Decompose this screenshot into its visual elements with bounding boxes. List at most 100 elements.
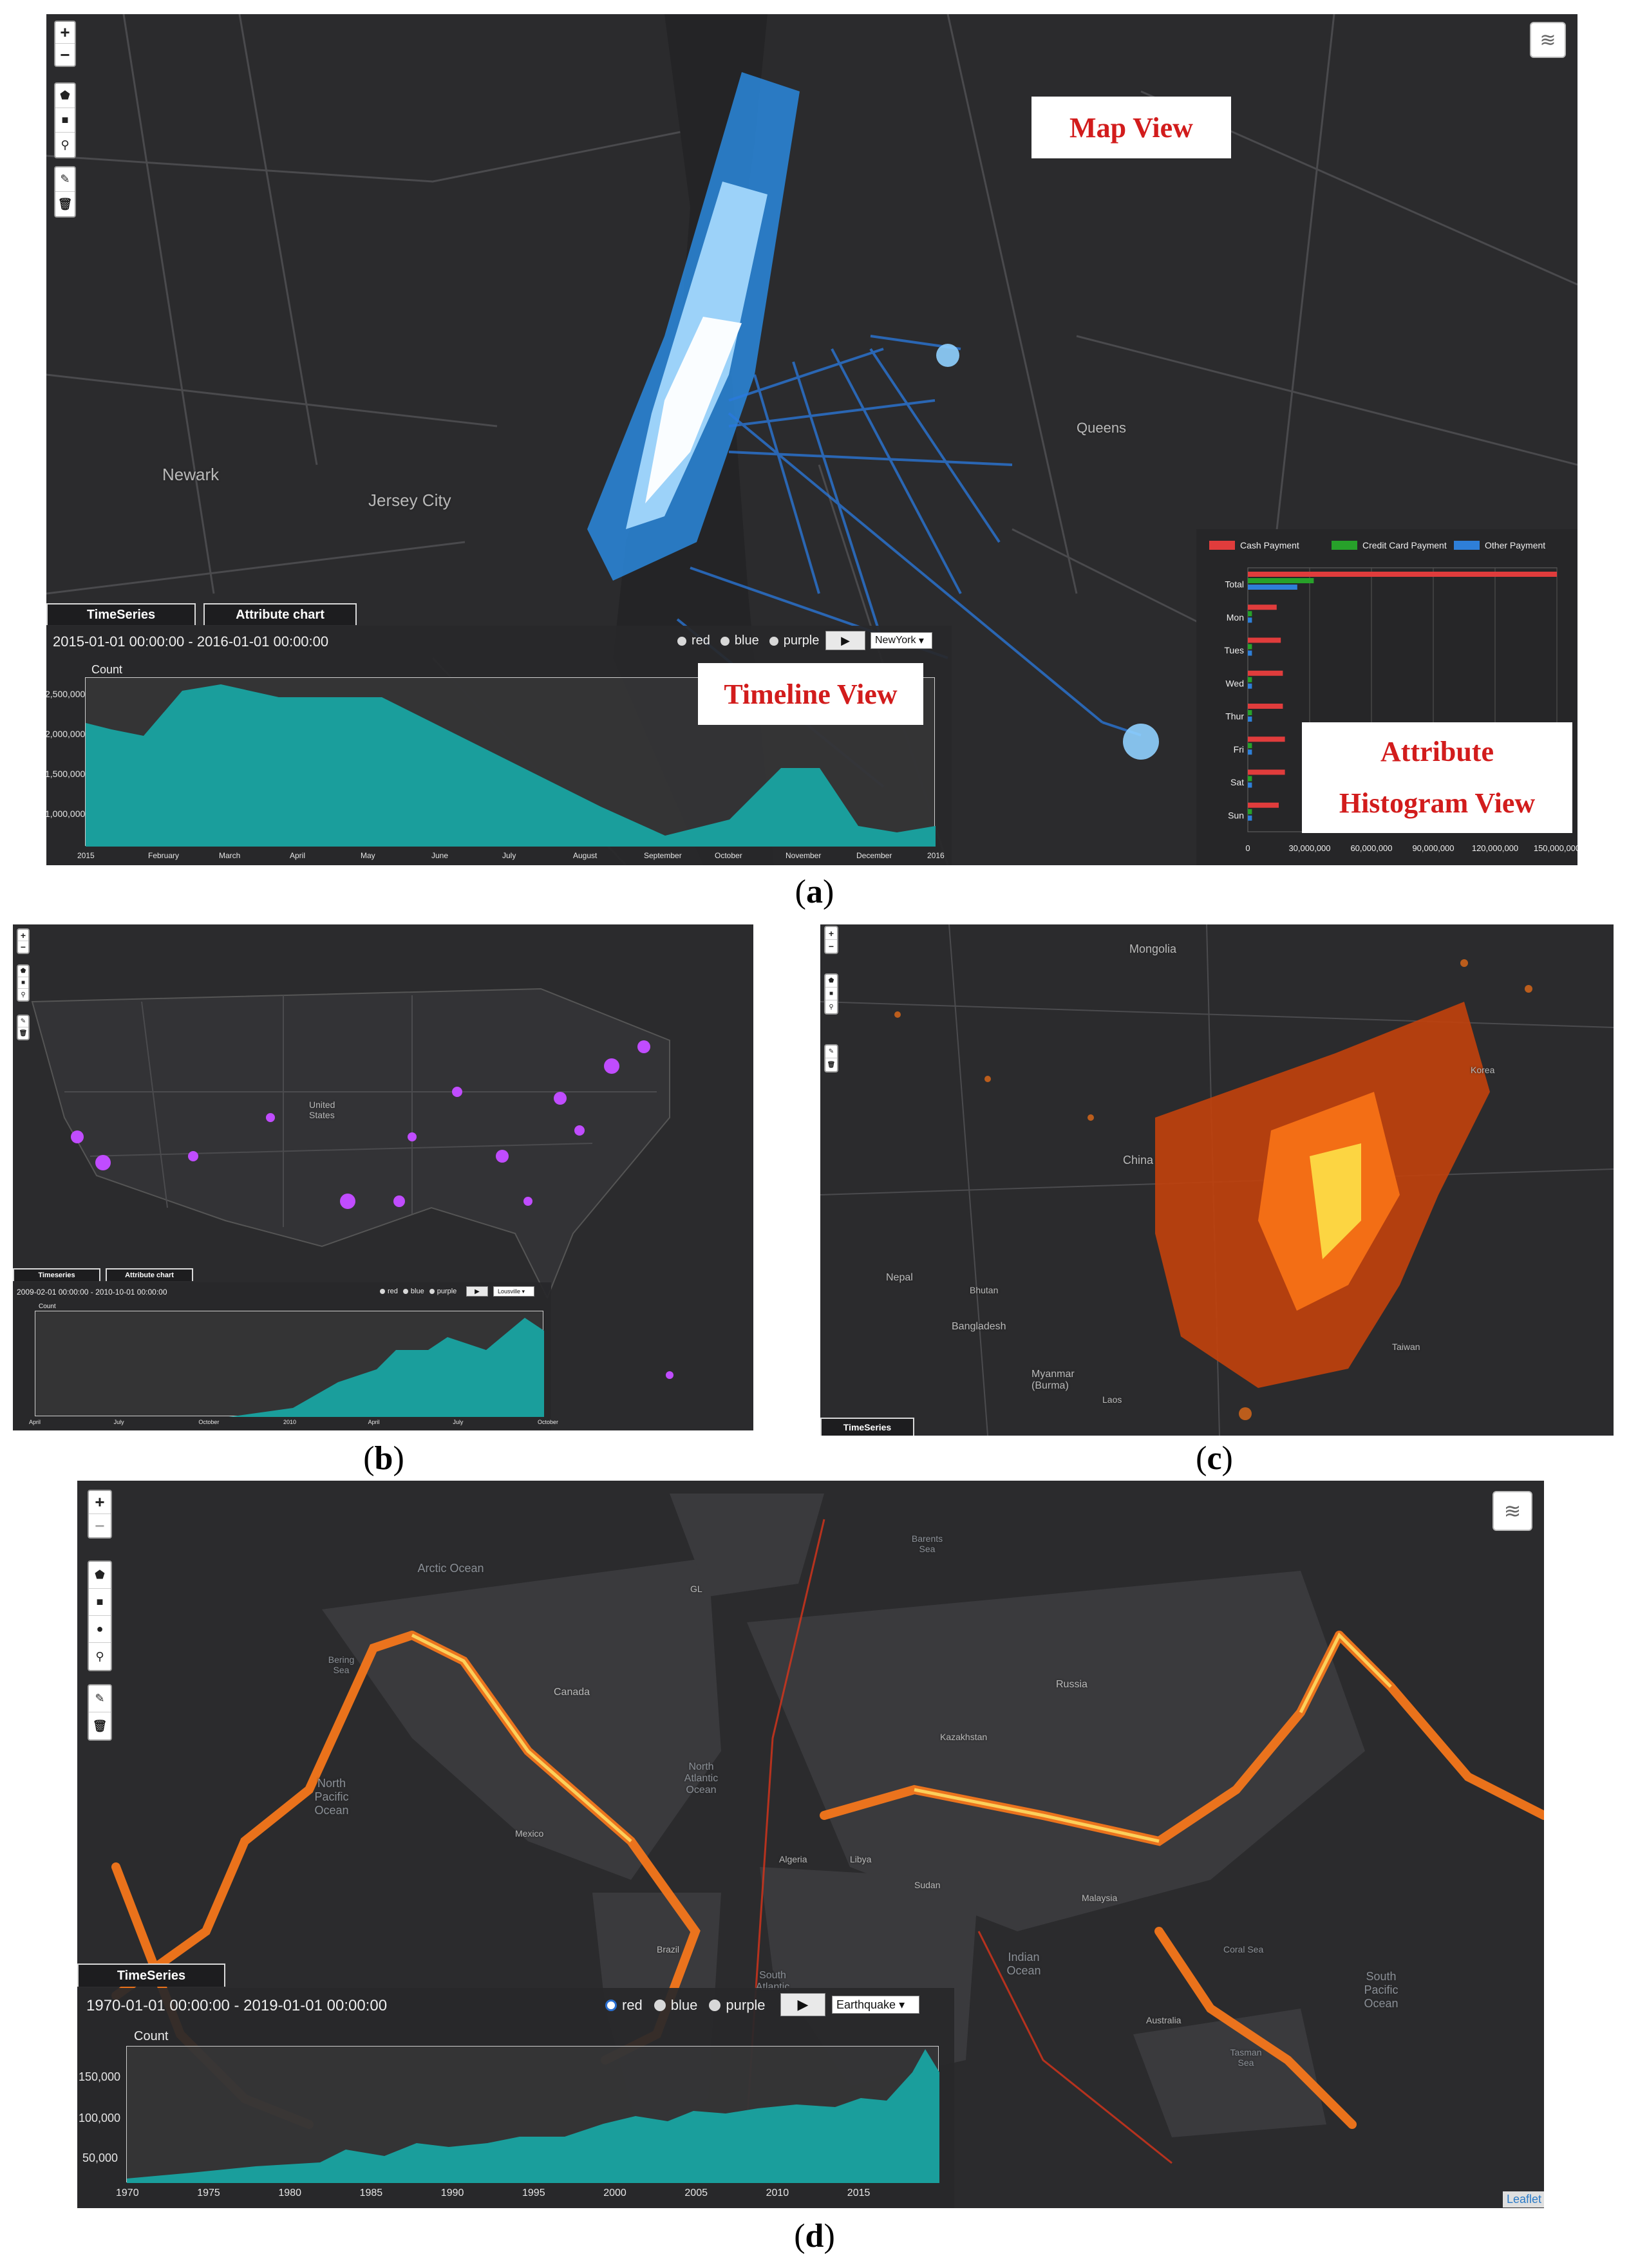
draw-polygon-icon[interactable]: ⬟ bbox=[55, 84, 75, 108]
xtick: April bbox=[290, 851, 306, 860]
place-label-taiwan: Taiwan bbox=[1392, 1342, 1420, 1352]
draw-rectangle-icon[interactable]: ■ bbox=[825, 988, 837, 1000]
timeline-panel: 1970-01-01 00:00:00 - 2019-01-01 00:00:0… bbox=[77, 1988, 954, 2208]
zoom-in-button[interactable]: + bbox=[825, 927, 837, 940]
category-label: Fri bbox=[1234, 744, 1244, 754]
edit-icon[interactable]: ✎ bbox=[18, 1016, 28, 1027]
histogram-bar bbox=[1248, 736, 1285, 742]
land-label-algeria: Algeria bbox=[779, 1854, 807, 1864]
tab-timeseries[interactable]: TimeSeries bbox=[46, 603, 196, 625]
draw-control: ⬟ ■ ⚲ bbox=[824, 973, 838, 1015]
draw-polygon-icon[interactable]: ⬟ bbox=[18, 966, 28, 977]
radio-blue[interactable] bbox=[720, 636, 730, 646]
land-label-kazakhstan: Kazakhstan bbox=[940, 1732, 988, 1742]
radio-blue[interactable] bbox=[654, 2000, 666, 2011]
caption-a: (a) bbox=[795, 874, 834, 910]
category-label: Thur bbox=[1225, 711, 1244, 722]
dataset-select[interactable]: Lousville ▾ bbox=[493, 1286, 534, 1297]
play-button[interactable]: ▶ bbox=[780, 1993, 825, 2016]
zoom-out-button[interactable]: − bbox=[95, 1515, 105, 1535]
ocean-label-south-pacific: South Pacific Ocean bbox=[1364, 1970, 1398, 2010]
radio-red[interactable] bbox=[605, 2000, 617, 2011]
histogram-bar bbox=[1248, 717, 1252, 722]
ocean-label-tasman-sea: Tasman Sea bbox=[1230, 2047, 1262, 2068]
draw-control: ⬟ ■ ● ⚲ bbox=[88, 1560, 112, 1671]
ocean-label-coral-sea: Coral Sea bbox=[1223, 1944, 1264, 1954]
edit-control: ✎ 🗑 bbox=[17, 1015, 30, 1040]
color-radio-group: red blue purple bbox=[605, 1997, 766, 2014]
color-radio-group: red blue purple bbox=[677, 633, 819, 648]
xtick: April bbox=[29, 1419, 41, 1425]
ytick: 100,000 bbox=[79, 2112, 121, 2124]
zoom-in-button[interactable]: + bbox=[18, 930, 28, 941]
draw-circle-icon[interactable]: ● bbox=[89, 1616, 111, 1643]
timeline-plot-area bbox=[126, 2046, 939, 2183]
draw-rectangle-icon[interactable]: ■ bbox=[18, 977, 28, 989]
color-radio-group: red blue purple bbox=[380, 1288, 457, 1295]
trash-icon[interactable]: 🗑 bbox=[19, 1029, 28, 1037]
histogram-bar bbox=[1248, 644, 1252, 650]
edit-icon[interactable]: ✎ bbox=[55, 167, 75, 192]
radio-purple[interactable] bbox=[429, 1289, 435, 1294]
place-label-mongolia: Mongolia bbox=[1129, 942, 1177, 955]
xtick: 1995 bbox=[522, 2188, 545, 2198]
trash-icon[interactable]: 🗑 bbox=[92, 1719, 108, 1732]
radio-red[interactable] bbox=[380, 1289, 385, 1294]
layers-icon[interactable]: ≋ bbox=[1492, 1491, 1532, 1531]
zoom-out-button[interactable]: − bbox=[60, 44, 70, 64]
land-label-greenland: GL bbox=[690, 1584, 702, 1594]
land-label-canada: Canada bbox=[554, 1687, 590, 1698]
histogram-bar bbox=[1248, 710, 1252, 715]
tab-attribute-chart[interactable]: Attribute chart bbox=[106, 1268, 193, 1281]
time-range: 2009-02-01 00:00:00 - 2010-10-01 00:00:0… bbox=[17, 1288, 167, 1297]
draw-polygon-icon[interactable]: ⬟ bbox=[825, 975, 837, 988]
attribute-label-line1: Attribute bbox=[1380, 736, 1494, 767]
radio-purple[interactable] bbox=[709, 2000, 721, 2011]
dataset-select[interactable]: NewYork ▾ bbox=[871, 632, 932, 649]
draw-marker-icon[interactable]: ⚲ bbox=[95, 1649, 104, 1663]
xtick: March bbox=[219, 851, 241, 860]
attribute-histogram-label: Attribute Histogram View bbox=[1302, 722, 1572, 833]
draw-marker-icon[interactable]: ⚲ bbox=[829, 1003, 834, 1011]
place-label-korea: Korea bbox=[1471, 1065, 1495, 1075]
draw-marker-icon[interactable]: ⚲ bbox=[61, 138, 70, 151]
xtick: 2010 bbox=[766, 2188, 789, 2198]
draw-rectangle-icon[interactable]: ■ bbox=[55, 108, 75, 133]
place-label-nepal: Nepal bbox=[886, 1272, 913, 1283]
dataset-select[interactable]: Earthquake ▾ bbox=[832, 1996, 919, 2014]
draw-polygon-icon[interactable]: ⬟ bbox=[89, 1562, 111, 1589]
radio-red[interactable] bbox=[677, 636, 686, 646]
radio-purple[interactable] bbox=[769, 636, 778, 646]
edit-icon[interactable]: ✎ bbox=[825, 1045, 837, 1058]
zoom-in-button[interactable]: + bbox=[55, 22, 75, 44]
leaflet-attribution-link[interactable]: Leaflet bbox=[1503, 2191, 1544, 2207]
play-button[interactable]: ▶ bbox=[825, 631, 865, 650]
zoom-out-button[interactable]: − bbox=[20, 942, 26, 952]
draw-rectangle-icon[interactable]: ■ bbox=[89, 1589, 111, 1616]
category-label: Mon bbox=[1227, 612, 1244, 623]
ytick: 50,000 bbox=[82, 2151, 118, 2164]
tab-timeseries[interactable]: TimeSeries bbox=[820, 1418, 914, 1436]
edit-icon[interactable]: ✎ bbox=[89, 1685, 111, 1712]
histogram-bar bbox=[1248, 782, 1252, 788]
caption-c: (c) bbox=[1196, 1440, 1233, 1477]
trash-icon[interactable]: 🗑 bbox=[827, 1061, 836, 1069]
trash-icon[interactable]: 🗑 bbox=[57, 197, 73, 211]
tab-timeseries[interactable]: TimeSeries bbox=[77, 1963, 225, 1987]
play-button[interactable]: ▶ bbox=[466, 1286, 488, 1297]
radio-red-label: red bbox=[622, 1997, 643, 2013]
tab-timeseries[interactable]: Timeseries bbox=[13, 1268, 100, 1281]
tab-attribute-chart[interactable]: Attribute chart bbox=[203, 603, 357, 625]
zoom-in-button[interactable]: + bbox=[89, 1491, 111, 1514]
radio-blue-label: blue bbox=[410, 1288, 424, 1295]
zoom-out-button[interactable]: − bbox=[828, 941, 834, 951]
xtick: 1990 bbox=[440, 2188, 464, 2198]
place-label-newark: Newark bbox=[162, 465, 220, 484]
dataset-select-value: Earthquake bbox=[836, 1998, 896, 2011]
layers-icon[interactable]: ≋ bbox=[1530, 22, 1566, 58]
radio-blue-label: blue bbox=[734, 633, 759, 648]
radio-blue[interactable] bbox=[402, 1289, 408, 1294]
draw-marker-icon[interactable]: ⚲ bbox=[21, 991, 26, 998]
timeline-view-label: Timeline View bbox=[698, 663, 923, 725]
xtick: October bbox=[198, 1419, 220, 1425]
